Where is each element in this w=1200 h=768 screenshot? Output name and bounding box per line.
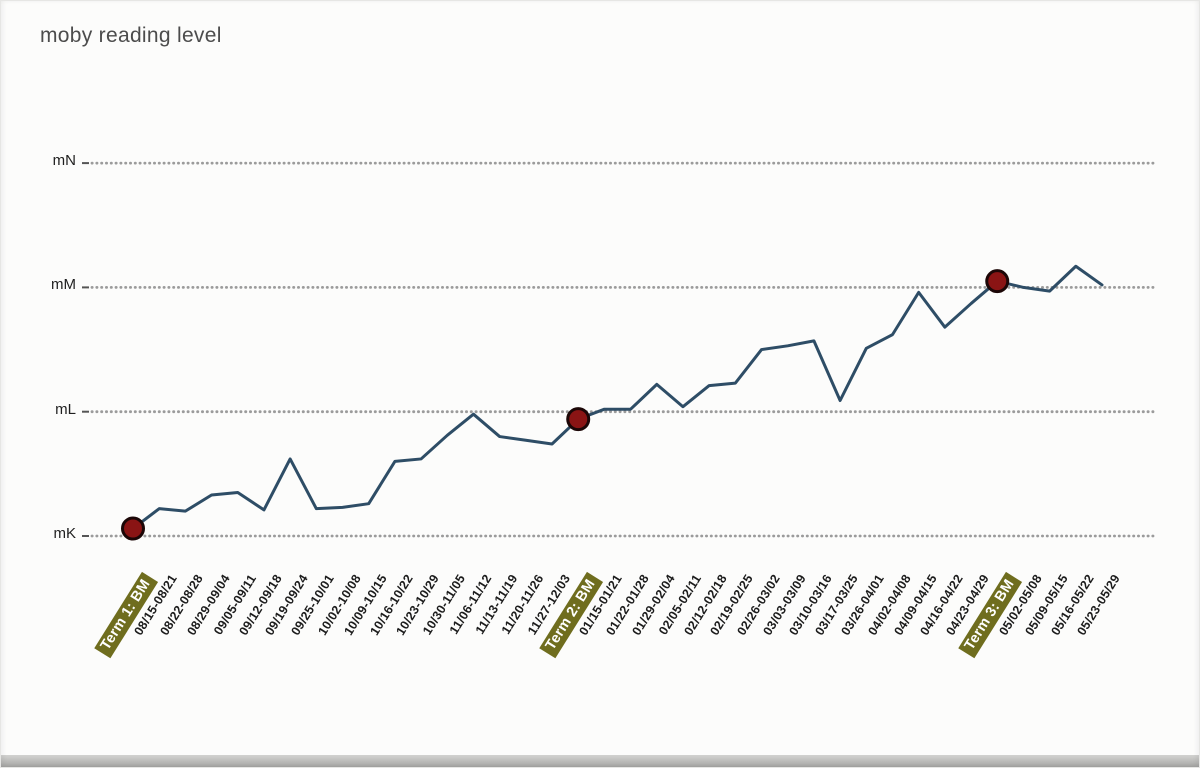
y-axis-label: mN <box>52 152 76 170</box>
y-axis-label: mK <box>53 525 77 542</box>
reading-level-line <box>131 264 1104 531</box>
y-axis-label: mM <box>51 276 76 294</box>
benchmark-marker <box>985 269 1010 294</box>
y-axis-label: mL <box>55 400 76 418</box>
chart-title: moby reading level <box>40 24 222 47</box>
photo-bottom-edge <box>0 755 1200 768</box>
benchmark-marker <box>121 516 145 541</box>
benchmark-marker <box>566 407 591 432</box>
